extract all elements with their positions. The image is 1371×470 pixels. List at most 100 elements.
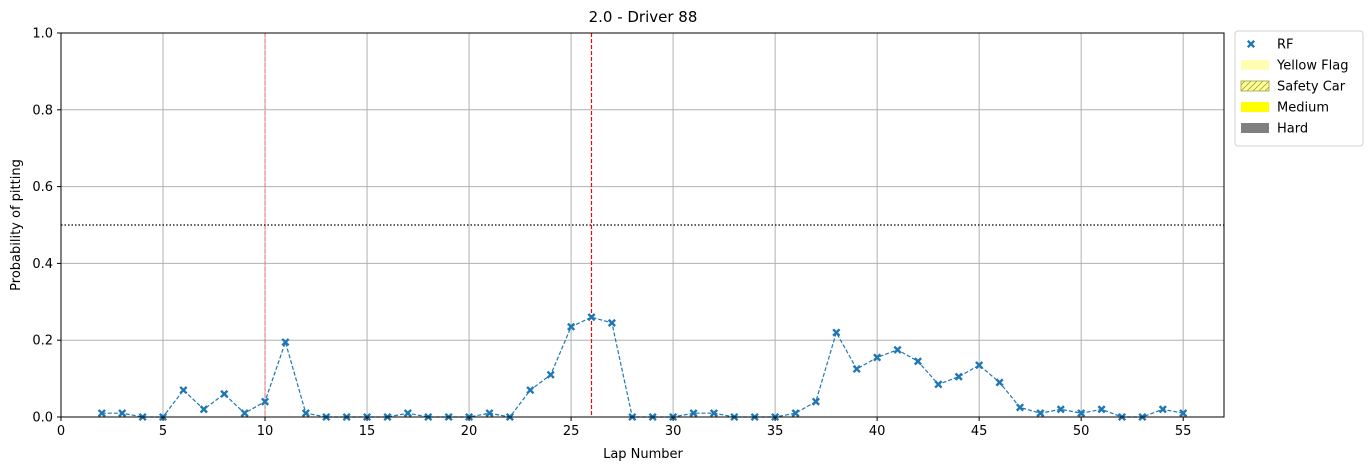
data-point: [281, 338, 290, 347]
legend: RF Yellow Flag Safety Car Medium Hard: [1234, 30, 1364, 147]
x-tick-label: 50: [1073, 424, 1090, 439]
data-point-marker: [811, 397, 820, 406]
legend-swatch-hatch: [1241, 81, 1269, 91]
data-point-marker: [975, 361, 984, 370]
data-point: [1015, 403, 1025, 412]
data-point-marker: [954, 372, 963, 381]
data-point-marker: [709, 409, 718, 418]
x-tick-label: 45: [971, 424, 988, 439]
series-rf: [97, 313, 1188, 422]
data-point-marker: [526, 386, 535, 395]
x-tick-label: 20: [461, 424, 478, 439]
y-tick-label: 0.8: [32, 103, 53, 118]
legend-item: Medium: [1241, 101, 1329, 116]
data-point-marker: [1036, 409, 1045, 418]
data-point-marker: [1097, 405, 1106, 414]
data-point-marker: [852, 364, 861, 374]
data-point: [220, 389, 229, 399]
data-point-marker: [1056, 405, 1065, 414]
data-point: [709, 409, 718, 418]
y-tick-label: 0.2: [32, 334, 53, 349]
data-point: [1036, 409, 1045, 418]
data-point: [607, 318, 616, 327]
data-point-marker: [403, 409, 412, 418]
x-tick-label: 40: [869, 424, 886, 439]
data-point: [934, 380, 943, 389]
plot-frame: [60, 32, 1225, 418]
y-axis-ticks: 0.0 0.2 0.4 0.6 0.8 1.0: [32, 27, 61, 426]
data-point: [811, 397, 820, 406]
legend-swatch: [1241, 123, 1269, 133]
data-point: [689, 409, 698, 418]
data-point: [1056, 405, 1065, 414]
data-point: [199, 405, 208, 414]
data-point: [240, 409, 249, 418]
data-point: [1097, 405, 1106, 414]
data-point-marker: [1015, 403, 1025, 412]
data-point-marker: [873, 353, 882, 362]
data-point: [913, 357, 922, 366]
y-tick-label: 0.6: [32, 180, 53, 195]
data-point-marker: [689, 409, 698, 418]
data-point-marker: [913, 357, 922, 366]
data-point: [587, 313, 596, 322]
data-point: [954, 372, 963, 381]
legend-item: Safety Car: [1240, 80, 1346, 95]
data-point-marker: [485, 409, 494, 418]
data-point: [791, 409, 800, 418]
data-point: [97, 409, 106, 418]
legend-marker: [1246, 39, 1256, 49]
data-point-marker: [995, 378, 1004, 387]
data-point: [832, 328, 841, 337]
data-point-marker: [567, 322, 576, 331]
data-point-marker: [97, 409, 106, 418]
legend-label: Yellow Flag: [1276, 59, 1348, 74]
data-point: [893, 345, 902, 354]
x-axis-label: Lap Number: [603, 447, 683, 462]
legend-label: Hard: [1277, 122, 1308, 137]
legend-label: RF: [1277, 38, 1294, 53]
y-tick-label: 0.0: [32, 411, 53, 426]
data-point-marker: [301, 409, 310, 418]
x-axis-ticks: 0 5 10 15 20 25 30 35 40 45 50 55: [57, 417, 1192, 439]
x-tick-label: 55: [1175, 424, 1192, 439]
data-point: [975, 361, 984, 370]
data-point-marker: [1077, 409, 1086, 418]
x-tick-label: 35: [767, 424, 784, 439]
chart-title: 2.0 - Driver 88: [589, 8, 698, 26]
data-point-marker: [791, 409, 800, 418]
data-point-marker: [118, 409, 127, 418]
legend-item: RF: [1246, 38, 1294, 53]
y-tick-label: 0.4: [32, 257, 53, 272]
data-point-marker: [199, 405, 208, 414]
data-point-marker: [546, 370, 555, 379]
data-point-marker: [1179, 409, 1188, 418]
data-point: [118, 409, 127, 418]
x-tick-label: 15: [359, 424, 376, 439]
data-point: [995, 378, 1004, 387]
data-point-marker: [1158, 405, 1167, 414]
data-point: [1179, 409, 1188, 418]
data-point: [873, 353, 882, 362]
legend-label: Medium: [1277, 101, 1329, 116]
data-point-marker: [934, 380, 943, 389]
data-point: [567, 322, 576, 331]
x-tick-label: 0: [57, 424, 65, 439]
data-point: [1158, 405, 1167, 414]
x-tick-label: 30: [665, 424, 682, 439]
legend-swatch: [1241, 60, 1269, 70]
data-point: [526, 386, 535, 395]
data-point-marker: [240, 409, 249, 418]
legend-item: Hard: [1241, 122, 1308, 137]
data-point-marker: [587, 313, 596, 322]
data-point: [179, 386, 188, 395]
x-tick-label: 25: [563, 424, 580, 439]
data-point: [852, 364, 861, 374]
data-point-marker: [179, 386, 188, 395]
y-tick-label: 1.0: [32, 27, 53, 42]
y-axis-label: Probability of pitting: [9, 159, 24, 291]
data-point: [546, 370, 555, 379]
legend-frame: [1234, 30, 1364, 147]
data-point-marker: [260, 397, 270, 406]
data-point-marker: [832, 328, 841, 337]
